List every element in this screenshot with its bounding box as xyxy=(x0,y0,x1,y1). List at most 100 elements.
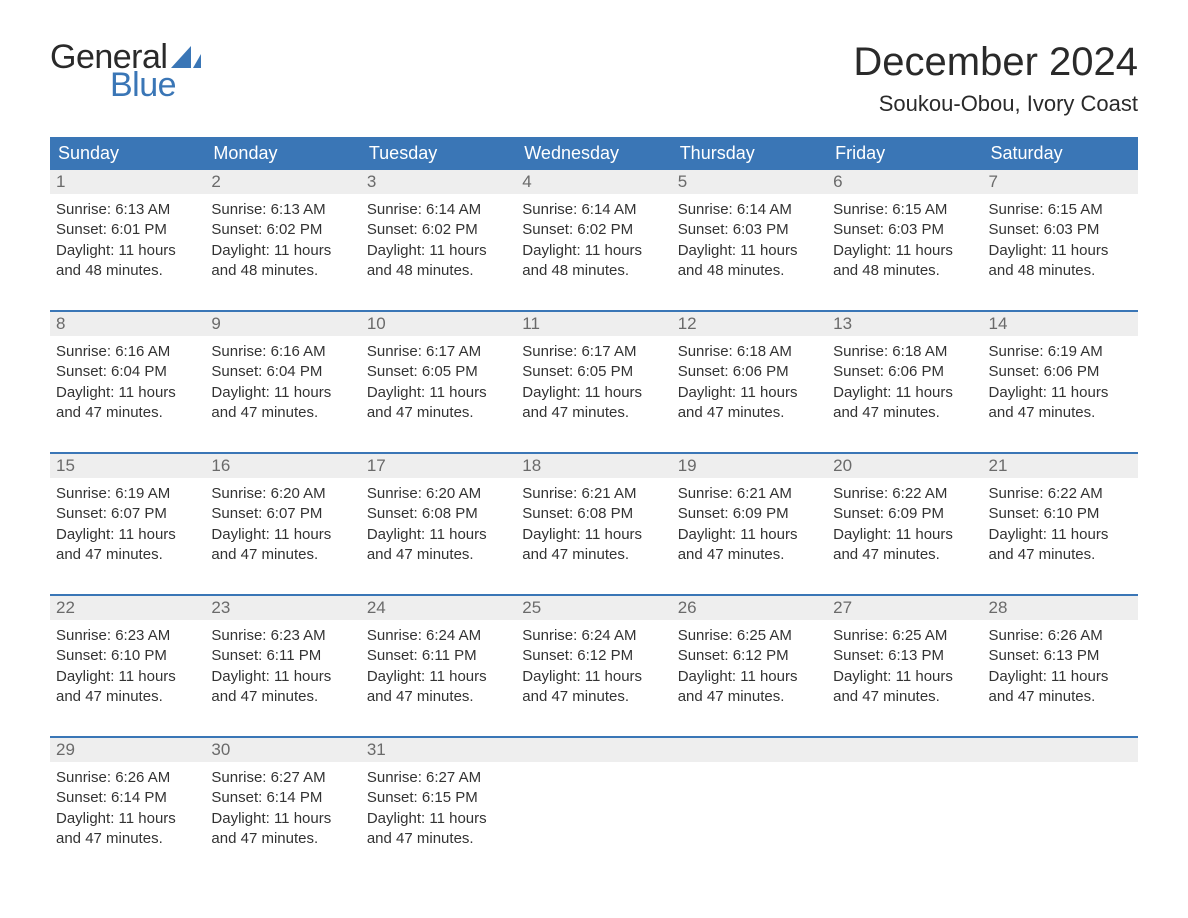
sunset-line: Sunset: 6:01 PM xyxy=(56,220,199,240)
day-detail-cell: Sunrise: 6:14 AMSunset: 6:02 PMDaylight:… xyxy=(361,194,516,289)
sunrise-line: Sunrise: 6:22 AM xyxy=(989,484,1132,504)
sunrise-line: Sunrise: 6:20 AM xyxy=(367,484,510,504)
daylight-line: Daylight: 11 hours and 48 minutes. xyxy=(678,241,821,282)
day-number-cell: 10 xyxy=(361,311,516,336)
sunset-line: Sunset: 6:04 PM xyxy=(56,362,199,382)
sunrise-line: Sunrise: 6:14 AM xyxy=(367,200,510,220)
daylight-line: Daylight: 11 hours and 47 minutes. xyxy=(367,809,510,850)
sunrise-line: Sunrise: 6:17 AM xyxy=(367,342,510,362)
day-detail-cell: Sunrise: 6:14 AMSunset: 6:02 PMDaylight:… xyxy=(516,194,671,289)
day-number-cell: 13 xyxy=(827,311,982,336)
sunrise-line: Sunrise: 6:17 AM xyxy=(522,342,665,362)
daylight-line: Daylight: 11 hours and 47 minutes. xyxy=(211,667,354,708)
day-detail-cell: Sunrise: 6:18 AMSunset: 6:06 PMDaylight:… xyxy=(827,336,982,431)
weekday-header: Saturday xyxy=(983,137,1138,170)
day-detail-cell xyxy=(516,762,671,857)
day-detail-cell: Sunrise: 6:19 AMSunset: 6:06 PMDaylight:… xyxy=(983,336,1138,431)
sunrise-line: Sunrise: 6:15 AM xyxy=(989,200,1132,220)
day-detail-row: Sunrise: 6:26 AMSunset: 6:14 PMDaylight:… xyxy=(50,762,1138,857)
sunrise-line: Sunrise: 6:18 AM xyxy=(678,342,821,362)
sail-icon xyxy=(171,46,201,68)
sunrise-line: Sunrise: 6:24 AM xyxy=(522,626,665,646)
daylight-line: Daylight: 11 hours and 47 minutes. xyxy=(211,809,354,850)
day-detail-cell xyxy=(672,762,827,857)
sunset-line: Sunset: 6:14 PM xyxy=(211,788,354,808)
day-number-row: 293031 xyxy=(50,737,1138,762)
daylight-line: Daylight: 11 hours and 47 minutes. xyxy=(367,525,510,566)
sunset-line: Sunset: 6:05 PM xyxy=(522,362,665,382)
day-number-row: 15161718192021 xyxy=(50,453,1138,478)
sunrise-line: Sunrise: 6:25 AM xyxy=(678,626,821,646)
calendar-table: Sunday Monday Tuesday Wednesday Thursday… xyxy=(50,137,1138,857)
day-number-cell: 15 xyxy=(50,453,205,478)
day-number-cell: 19 xyxy=(672,453,827,478)
day-detail-cell: Sunrise: 6:14 AMSunset: 6:03 PMDaylight:… xyxy=(672,194,827,289)
day-number-cell: 5 xyxy=(672,170,827,194)
day-number-cell: 14 xyxy=(983,311,1138,336)
day-detail-cell: Sunrise: 6:15 AMSunset: 6:03 PMDaylight:… xyxy=(827,194,982,289)
day-detail-cell: Sunrise: 6:23 AMSunset: 6:11 PMDaylight:… xyxy=(205,620,360,715)
daylight-line: Daylight: 11 hours and 48 minutes. xyxy=(211,241,354,282)
day-detail-cell: Sunrise: 6:22 AMSunset: 6:09 PMDaylight:… xyxy=(827,478,982,573)
day-number-cell: 27 xyxy=(827,595,982,620)
sunset-line: Sunset: 6:10 PM xyxy=(56,646,199,666)
daylight-line: Daylight: 11 hours and 47 minutes. xyxy=(833,667,976,708)
sunset-line: Sunset: 6:11 PM xyxy=(211,646,354,666)
week-separator xyxy=(50,715,1138,737)
day-number-cell: 30 xyxy=(205,737,360,762)
day-number-cell: 24 xyxy=(361,595,516,620)
brand-logo: General Blue xyxy=(50,40,201,102)
day-number-row: 891011121314 xyxy=(50,311,1138,336)
daylight-line: Daylight: 11 hours and 47 minutes. xyxy=(522,667,665,708)
weekday-header: Wednesday xyxy=(516,137,671,170)
sunset-line: Sunset: 6:02 PM xyxy=(367,220,510,240)
day-detail-cell: Sunrise: 6:19 AMSunset: 6:07 PMDaylight:… xyxy=(50,478,205,573)
sunrise-line: Sunrise: 6:18 AM xyxy=(833,342,976,362)
day-detail-cell: Sunrise: 6:16 AMSunset: 6:04 PMDaylight:… xyxy=(50,336,205,431)
day-number-cell: 8 xyxy=(50,311,205,336)
day-detail-row: Sunrise: 6:19 AMSunset: 6:07 PMDaylight:… xyxy=(50,478,1138,573)
daylight-line: Daylight: 11 hours and 47 minutes. xyxy=(56,525,199,566)
daylight-line: Daylight: 11 hours and 47 minutes. xyxy=(211,383,354,424)
daylight-line: Daylight: 11 hours and 47 minutes. xyxy=(833,525,976,566)
sunset-line: Sunset: 6:06 PM xyxy=(678,362,821,382)
sunrise-line: Sunrise: 6:23 AM xyxy=(56,626,199,646)
day-number-row: 1234567 xyxy=(50,170,1138,194)
sunset-line: Sunset: 6:06 PM xyxy=(989,362,1132,382)
day-number-cell: 3 xyxy=(361,170,516,194)
daylight-line: Daylight: 11 hours and 47 minutes. xyxy=(522,383,665,424)
day-number-cell xyxy=(672,737,827,762)
day-number-cell: 1 xyxy=(50,170,205,194)
sunrise-line: Sunrise: 6:24 AM xyxy=(367,626,510,646)
weekday-header: Monday xyxy=(205,137,360,170)
sunset-line: Sunset: 6:02 PM xyxy=(522,220,665,240)
sunrise-line: Sunrise: 6:22 AM xyxy=(833,484,976,504)
daylight-line: Daylight: 11 hours and 47 minutes. xyxy=(522,525,665,566)
daylight-line: Daylight: 11 hours and 47 minutes. xyxy=(56,809,199,850)
sunrise-line: Sunrise: 6:20 AM xyxy=(211,484,354,504)
sunrise-line: Sunrise: 6:19 AM xyxy=(989,342,1132,362)
day-detail-cell: Sunrise: 6:25 AMSunset: 6:12 PMDaylight:… xyxy=(672,620,827,715)
day-number-cell: 2 xyxy=(205,170,360,194)
day-number-cell: 12 xyxy=(672,311,827,336)
day-detail-cell: Sunrise: 6:15 AMSunset: 6:03 PMDaylight:… xyxy=(983,194,1138,289)
day-number-cell: 6 xyxy=(827,170,982,194)
month-title: December 2024 xyxy=(853,40,1138,85)
page-header: General Blue December 2024 Soukou-Obou, … xyxy=(50,40,1138,117)
day-detail-cell: Sunrise: 6:27 AMSunset: 6:14 PMDaylight:… xyxy=(205,762,360,857)
sunset-line: Sunset: 6:03 PM xyxy=(989,220,1132,240)
daylight-line: Daylight: 11 hours and 47 minutes. xyxy=(56,383,199,424)
week-separator xyxy=(50,289,1138,311)
sunset-line: Sunset: 6:15 PM xyxy=(367,788,510,808)
day-detail-cell: Sunrise: 6:24 AMSunset: 6:11 PMDaylight:… xyxy=(361,620,516,715)
day-detail-cell: Sunrise: 6:27 AMSunset: 6:15 PMDaylight:… xyxy=(361,762,516,857)
sunrise-line: Sunrise: 6:14 AM xyxy=(678,200,821,220)
sunrise-line: Sunrise: 6:25 AM xyxy=(833,626,976,646)
day-number-cell: 21 xyxy=(983,453,1138,478)
day-number-cell: 23 xyxy=(205,595,360,620)
day-detail-cell: Sunrise: 6:13 AMSunset: 6:02 PMDaylight:… xyxy=(205,194,360,289)
daylight-line: Daylight: 11 hours and 48 minutes. xyxy=(367,241,510,282)
sunset-line: Sunset: 6:03 PM xyxy=(678,220,821,240)
day-detail-cell xyxy=(983,762,1138,857)
sunset-line: Sunset: 6:05 PM xyxy=(367,362,510,382)
